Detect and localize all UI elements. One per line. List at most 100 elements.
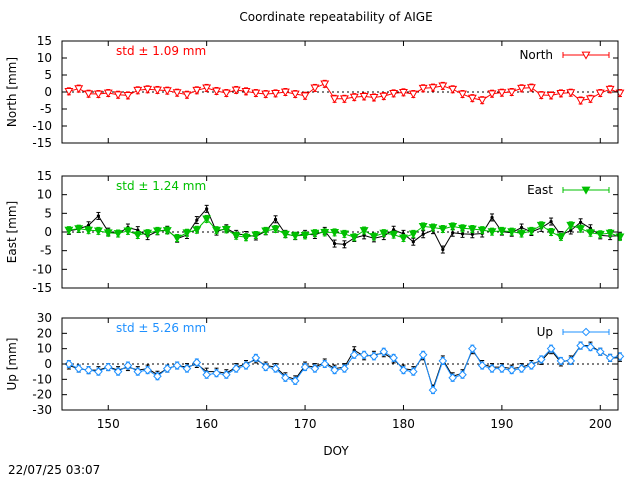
panel-north-series-0-point xyxy=(566,89,576,98)
panel-east-series-1-point xyxy=(64,226,74,235)
panel-up-series-1-point xyxy=(300,362,310,372)
panel-north-series-0-point xyxy=(103,89,113,98)
panel-north-series-0-point xyxy=(320,80,330,89)
panel-up-series-1-point xyxy=(487,364,497,373)
x-tick-label: 170 xyxy=(294,417,317,431)
panel-north-series-0-point xyxy=(153,86,162,95)
panel-east-series-1-point xyxy=(615,233,625,242)
panel-up-series-1-point xyxy=(133,367,143,376)
panel-east-ylabel: East [mm] xyxy=(5,201,19,263)
panel-north-series-0-point xyxy=(349,93,359,102)
panel-east-series-1-point xyxy=(231,232,241,241)
panel-north-ytick-label: 5 xyxy=(44,68,52,82)
panel-east-series-1-point xyxy=(290,232,300,241)
panel-up-series-1-point xyxy=(222,370,231,380)
panel-north-ytick-label: -10 xyxy=(32,119,52,133)
panel-up-series-1-point xyxy=(241,361,251,370)
panel-up-series-1-point xyxy=(428,385,438,395)
panel-up-series-1-point xyxy=(379,347,389,357)
panel-east-series-1-point xyxy=(477,226,487,235)
panel-north-series-0-point xyxy=(536,91,546,100)
panel-east-ytick-label: 0 xyxy=(44,225,52,239)
panel-north-series-0 xyxy=(64,79,625,106)
panel-east-std-label: std ± 1.24 mm xyxy=(116,179,206,193)
panel-east-series-0-point xyxy=(342,242,347,246)
panel-up-series-1-point xyxy=(94,367,103,376)
panel-east-series-1-point xyxy=(84,226,94,235)
x-tick-label: 160 xyxy=(195,417,218,431)
panel-east-series-1-point xyxy=(458,224,467,233)
panel-north-series-0-point xyxy=(310,84,320,93)
panel-north-series-0-point xyxy=(546,92,556,101)
panel-up-series-1-point xyxy=(123,361,133,370)
panel-north-series-0-point xyxy=(172,89,182,98)
panel-east-series-0-point xyxy=(136,228,140,232)
panel-east-series-1-point xyxy=(162,227,172,236)
panel-north-series-0-point xyxy=(182,91,192,100)
panel-east-series-1-point xyxy=(566,221,576,230)
panel-east-series-1-point xyxy=(133,231,143,240)
panel-east-series-1-point xyxy=(487,228,497,237)
panel-east-series-1-point xyxy=(605,229,615,238)
panel-north-series-0-point xyxy=(330,95,340,104)
panel-north-series-0-point xyxy=(202,84,212,93)
panel-east-series-0-point xyxy=(490,215,494,220)
panel-east-series-0-point xyxy=(569,228,573,233)
panel-east-series-1-point xyxy=(241,233,251,242)
panel-north-ylabel: North [mm] xyxy=(5,57,19,127)
panel-east-series-1-point xyxy=(585,229,595,238)
panel-east-series-1-point xyxy=(428,224,438,233)
panel-north-series-0-point xyxy=(261,90,271,99)
panel-up-series-1-point xyxy=(566,356,576,366)
panel-north-series-0-point xyxy=(251,89,261,98)
panel-east-series-1-point xyxy=(546,228,556,237)
panel-east-series-0-point xyxy=(470,232,474,236)
panel-north-series-0-point xyxy=(585,95,595,104)
panel-east-series-1-point xyxy=(74,225,84,234)
panel-up-series-1-point xyxy=(359,350,369,360)
panel-up-series-1-point xyxy=(251,353,261,363)
panel-east-series-1-point xyxy=(438,225,448,234)
panel-east-series-0-point xyxy=(96,214,101,218)
panel-east-series-0-point xyxy=(451,231,455,235)
panel-north-series-0-point xyxy=(526,84,536,93)
panel-north-series-0-point xyxy=(241,87,251,96)
panel-up-series-1-point xyxy=(536,355,546,364)
panel-east-series-1-point xyxy=(221,226,231,235)
panel-north-series-0-point xyxy=(369,94,379,103)
panel-up-series-1-point xyxy=(182,364,192,373)
panel-east-series-1-point xyxy=(556,233,566,242)
panel-east-series-1 xyxy=(64,214,625,243)
panel-east-series-0-point xyxy=(441,247,445,252)
panel-up-series-1-point xyxy=(310,364,320,373)
panel-up-series-1-point xyxy=(369,352,379,361)
panel-east-series-1-point xyxy=(113,230,123,239)
panel-east-series-1-point xyxy=(300,231,310,240)
panel-up-series-1-point xyxy=(517,364,526,373)
panel-up-series-1-point xyxy=(389,353,398,363)
panel-north-ytick-label: 10 xyxy=(37,51,52,65)
panel-north-legend-label: North xyxy=(519,48,553,62)
panel-up-series-1-point xyxy=(281,373,290,383)
panel-east-ytick-label: 5 xyxy=(44,206,52,220)
panel-north-series-0-point xyxy=(408,90,418,99)
panel-up-series-1-point xyxy=(527,361,536,370)
panel-east-series-1-point xyxy=(349,233,359,242)
panel-up-series-1-point xyxy=(320,359,330,369)
x-tick-label: 180 xyxy=(392,417,415,431)
panel-north-series-0-point xyxy=(93,90,103,99)
panel-east-series-1-point xyxy=(359,227,369,236)
panel-east-series-1-point xyxy=(182,229,192,238)
panel-north-series-0-point xyxy=(467,94,477,103)
panel-north-series-0-point xyxy=(458,90,467,99)
panel-east-series-1-point xyxy=(143,229,153,238)
panel-north-series-0-point xyxy=(556,89,566,98)
panel-east-series-1-point xyxy=(192,226,202,235)
panel-up-series-1-point xyxy=(546,344,556,353)
panel-up-series-1-point xyxy=(477,361,487,370)
panel-up-series-1-point xyxy=(103,362,113,372)
panel-east-series-1-point xyxy=(310,229,320,238)
panel-up-ytick-label: -20 xyxy=(32,388,52,402)
panel-east-series-1-point xyxy=(123,227,133,236)
panel-east-series-1-point xyxy=(408,230,418,239)
